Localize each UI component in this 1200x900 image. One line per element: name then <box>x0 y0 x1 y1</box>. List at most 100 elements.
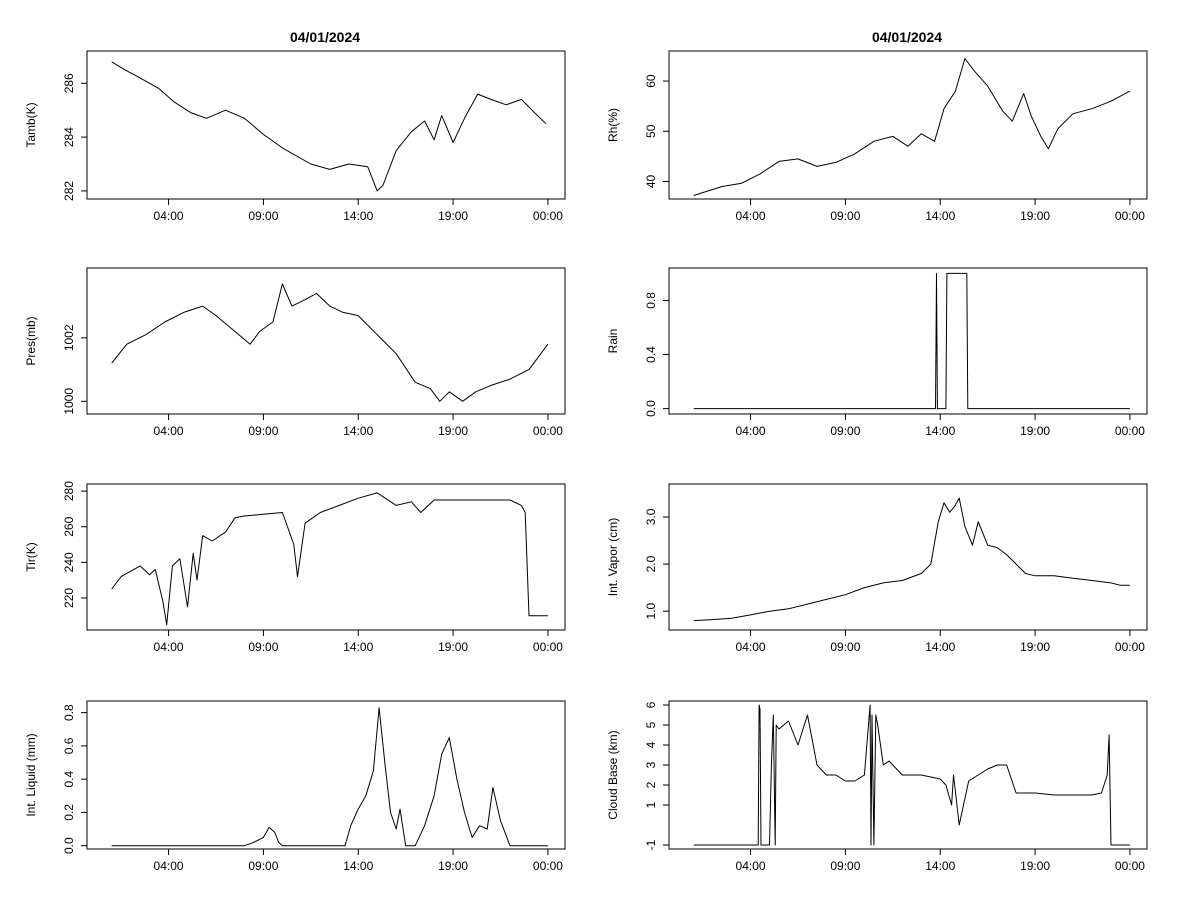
y-axis-label: Tir(K) <box>24 542 38 572</box>
y-tick-label: 282 <box>62 181 76 201</box>
y-axis-label: Tamb(K) <box>24 102 38 147</box>
y-tick-label: 6 <box>644 701 658 708</box>
y-tick-label: 240 <box>62 552 76 572</box>
y-tick-label: 1000 <box>62 388 76 415</box>
plot-frame <box>86 50 566 200</box>
tamb-panel: 04:00 09:00 14:00 19:00 00:00 282 284 286 Tamb(K… <box>24 50 566 223</box>
y-tick-label: 280 <box>62 481 76 501</box>
x-tick-label: 09:00 <box>248 640 278 654</box>
x-tick-label: 14:00 <box>925 859 955 873</box>
x-tick-label: 00:00 <box>1115 640 1145 654</box>
y-tick-label: 2.0 <box>644 555 658 572</box>
y-tick-label: 284 <box>62 127 76 147</box>
x-tick-label: 14:00 <box>925 209 955 223</box>
series-line <box>693 704 1130 846</box>
x-tick-label: 19:00 <box>1020 640 1050 654</box>
x-tick-label: 00:00 <box>1115 859 1145 873</box>
x-tick-label: 14:00 <box>343 209 373 223</box>
y-tick-label: 2 <box>644 781 658 788</box>
tir-panel: 04:00 09:00 14:00 19:00 00:00 220 240 260 280 Tir… <box>24 481 566 654</box>
x-tick-label: 09:00 <box>830 640 860 654</box>
y-tick-label: 0.6 <box>62 737 76 754</box>
cloud-base-panel: 04:00 09:00 14:00 19:00 00:00 -1 1 2 3 4 5 6 Cloud B… <box>606 700 1148 873</box>
series-line <box>111 707 548 847</box>
pres-panel: 04:00 09:00 14:00 19:00 00:00 1000 1002 Pres(mb… <box>24 267 566 438</box>
int-liquid-panel: 04:00 09:00 14:00 19:00 00:00 0.0 0.2 0.4 0.6 0.8… <box>24 700 566 873</box>
x-tick-label: 04:00 <box>736 640 766 654</box>
right-column-title: 04/01/2024 <box>872 29 942 45</box>
y-tick-label: 3 <box>644 761 658 768</box>
y-tick-label: 286 <box>62 73 76 93</box>
y-axis-label: Rh(%) <box>606 108 620 142</box>
series-line <box>111 283 549 402</box>
x-tick-label: 04:00 <box>736 209 766 223</box>
y-tick-label: 50 <box>644 124 658 138</box>
x-tick-label: 04:00 <box>154 424 184 438</box>
y-tick-label: 60 <box>644 74 658 88</box>
x-tick-label: 19:00 <box>1020 424 1050 438</box>
x-tick-label: 04:00 <box>154 640 184 654</box>
x-tick-label: 04:00 <box>154 859 184 873</box>
rh-panel: 04:00 09:00 14:00 19:00 00:00 40 50 60 Rh(%) <box>606 50 1148 223</box>
y-tick-label: 1.0 <box>644 602 658 619</box>
series-line <box>693 58 1131 196</box>
x-tick-label: 09:00 <box>830 424 860 438</box>
y-tick-label: 0.0 <box>644 400 658 417</box>
x-tick-label: 00:00 <box>533 859 563 873</box>
series-line <box>111 492 548 626</box>
x-tick-label: 14:00 <box>343 859 373 873</box>
y-tick-label: 40 <box>644 174 658 188</box>
x-tick-label: 09:00 <box>830 209 860 223</box>
y-tick-label: 0.2 <box>62 804 76 821</box>
y-tick-label: 5 <box>644 721 658 728</box>
y-tick-label: -1 <box>644 839 658 850</box>
plot-frame <box>668 483 1148 631</box>
y-tick-label: 1 <box>644 801 658 808</box>
x-tick-label: 00:00 <box>1115 424 1145 438</box>
y-axis-label: Pres(mb) <box>24 316 38 365</box>
y-tick-label: 0.4 <box>644 346 658 363</box>
x-tick-label: 14:00 <box>343 424 373 438</box>
rain-panel: 04:00 09:00 14:00 19:00 00:00 0.0 0.4 0.8 Rain <box>606 267 1148 438</box>
y-tick-label: 0.8 <box>644 292 658 309</box>
x-tick-label: 09:00 <box>248 859 278 873</box>
y-tick-label: 1002 <box>62 324 76 351</box>
x-tick-label: 04:00 <box>736 424 766 438</box>
left-column-title: 04/01/2024 <box>290 29 360 45</box>
x-tick-label: 09:00 <box>830 859 860 873</box>
series-line <box>693 272 1130 410</box>
x-tick-label: 19:00 <box>1020 209 1050 223</box>
plot-frame <box>668 267 1148 415</box>
x-tick-label: 14:00 <box>925 424 955 438</box>
y-tick-label: 0.8 <box>62 704 76 721</box>
x-tick-label: 19:00 <box>438 209 468 223</box>
y-tick-label: 0.4 <box>62 770 76 787</box>
x-tick-label: 04:00 <box>154 209 184 223</box>
x-tick-label: 09:00 <box>248 209 278 223</box>
y-tick-label: 3.0 <box>644 508 658 525</box>
x-tick-label: 04:00 <box>736 859 766 873</box>
x-tick-label: 19:00 <box>438 640 468 654</box>
x-tick-label: 19:00 <box>1020 859 1050 873</box>
int-vapor-panel: 04:00 09:00 14:00 19:00 00:00 1.0 2.0 3.0 Int. V… <box>606 483 1148 654</box>
plot-frame <box>86 483 566 631</box>
series-line <box>111 61 547 192</box>
y-axis-label: Cloud Base (km) <box>606 730 620 819</box>
plot-frame <box>86 267 566 415</box>
x-tick-label: 00:00 <box>1115 209 1145 223</box>
y-axis-label: Int. Vapor (cm) <box>606 518 620 596</box>
plot-frame <box>668 700 1148 850</box>
y-tick-label: 220 <box>62 588 76 608</box>
y-axis-label: Rain <box>606 329 620 354</box>
x-tick-label: 00:00 <box>533 424 563 438</box>
y-tick-label: 0.0 <box>62 837 76 854</box>
plot-frame <box>86 700 566 850</box>
y-tick-label: 260 <box>62 516 76 536</box>
plot-frame <box>668 50 1148 200</box>
series-line <box>693 497 1130 622</box>
x-tick-label: 19:00 <box>438 424 468 438</box>
y-axis-label: Int. Liquid (mm) <box>24 733 38 816</box>
y-tick-label: 4 <box>644 741 658 748</box>
x-tick-label: 00:00 <box>533 640 563 654</box>
